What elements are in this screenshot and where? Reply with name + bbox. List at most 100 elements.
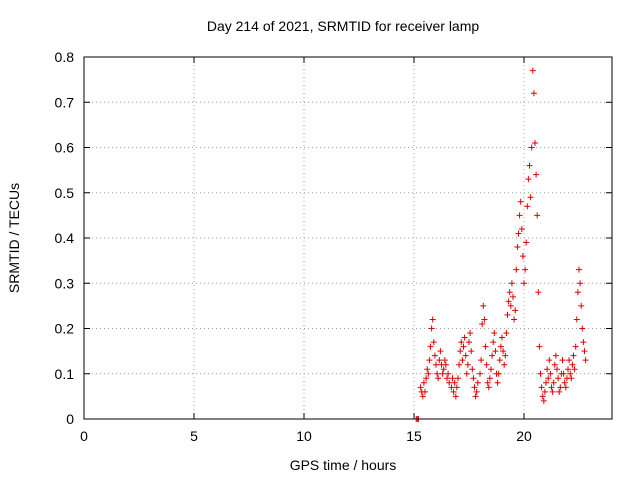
data-point: [552, 352, 559, 359]
y-axis-label: SRMTID / TECUs: [6, 183, 22, 293]
data-point: [512, 307, 519, 314]
data-point: [565, 366, 571, 373]
data-point: [582, 357, 589, 364]
data-point: [522, 266, 529, 273]
data-point: [460, 343, 467, 350]
data-point: [479, 320, 486, 327]
data-point: [562, 384, 569, 391]
data-point: [488, 366, 494, 373]
data-point: [501, 361, 508, 368]
data-point: [419, 393, 426, 400]
data-point: [572, 343, 579, 350]
data-point: [517, 198, 524, 205]
data-point: [549, 388, 556, 395]
data-point: [573, 316, 580, 323]
data-point: [463, 370, 470, 377]
data-point: [471, 384, 478, 391]
y-tick-label: 0: [66, 411, 74, 427]
data-point: [506, 289, 513, 296]
data-point: [524, 203, 531, 210]
data-point: [541, 388, 548, 395]
data-point: [484, 379, 491, 386]
data-point: [527, 194, 534, 201]
data-point: [569, 361, 576, 368]
data-point: [483, 361, 490, 368]
data-point: [485, 384, 492, 391]
data-point: [548, 384, 555, 391]
data-point: [516, 212, 523, 219]
data-point: [550, 379, 557, 386]
data-point: [433, 361, 439, 368]
data-point: [508, 280, 515, 287]
data-point: [540, 397, 547, 404]
data-point: [515, 230, 522, 237]
x-tick-label: 5: [190, 428, 198, 444]
data-point: [455, 375, 461, 382]
data-point: [449, 375, 456, 382]
data-point: [434, 370, 441, 377]
data-point: [492, 348, 499, 355]
data-point: [490, 339, 497, 346]
data-point: [459, 357, 466, 364]
data-point: [567, 370, 574, 377]
data-point: [436, 357, 443, 364]
data-point: [530, 90, 537, 97]
data-point: [513, 266, 520, 273]
data-point: [420, 379, 427, 386]
data-point: [578, 302, 585, 309]
data-point: [533, 171, 540, 178]
data-point: [489, 352, 496, 359]
data-point: [462, 352, 469, 359]
data-point: [478, 357, 485, 364]
data-point: [446, 379, 453, 386]
x-tick-label: 20: [516, 428, 532, 444]
data-point: [545, 375, 552, 382]
data-point: [554, 366, 560, 373]
y-tick-label: 0.7: [55, 94, 75, 110]
data-point: [557, 384, 564, 391]
data-point: [536, 343, 543, 350]
data-point: [464, 361, 471, 368]
data-point: [539, 393, 546, 400]
data-point: [431, 352, 438, 359]
data-point: [556, 388, 563, 395]
y-tick-label: 0.8: [55, 49, 75, 65]
data-point: [529, 67, 536, 74]
data-point: [561, 379, 568, 386]
data-point: [574, 289, 581, 296]
data-point: [580, 339, 587, 346]
data-point: [571, 366, 578, 373]
data-point: [500, 348, 507, 355]
data-point: [453, 384, 460, 391]
data-point: [560, 370, 567, 377]
data-point: [495, 370, 502, 377]
data-point: [461, 334, 468, 341]
data-point: [477, 370, 483, 377]
data-point: [525, 176, 532, 183]
y-tick-label: 0.4: [55, 230, 75, 246]
data-point: [473, 388, 480, 395]
data-point: [581, 348, 588, 355]
data-point: [486, 375, 493, 382]
data-point: [577, 280, 584, 287]
tick-labels: 0 5 10 15 20 0 0.1 0.2 0.3 0.4 0.5 0.6 0.7 0.8: [55, 49, 532, 444]
data-point: [499, 334, 505, 341]
data-point: [437, 348, 444, 355]
data-point: [468, 348, 475, 355]
grid-layer: [84, 57, 612, 419]
data-point: [544, 366, 551, 373]
data-point: [426, 357, 433, 364]
y-tick-label: 0.5: [55, 185, 75, 201]
data-point: [518, 225, 525, 232]
data-point: [445, 370, 452, 377]
data-point: [514, 244, 521, 251]
data-point: [511, 316, 518, 323]
data-point: [469, 366, 476, 373]
data-point: [547, 370, 554, 377]
x-axis-label: GPS time / hours: [290, 457, 397, 473]
data-point: [442, 361, 449, 368]
data-point: [457, 348, 464, 355]
y-tick-label: 0.1: [55, 366, 75, 382]
data-point: [422, 388, 428, 395]
